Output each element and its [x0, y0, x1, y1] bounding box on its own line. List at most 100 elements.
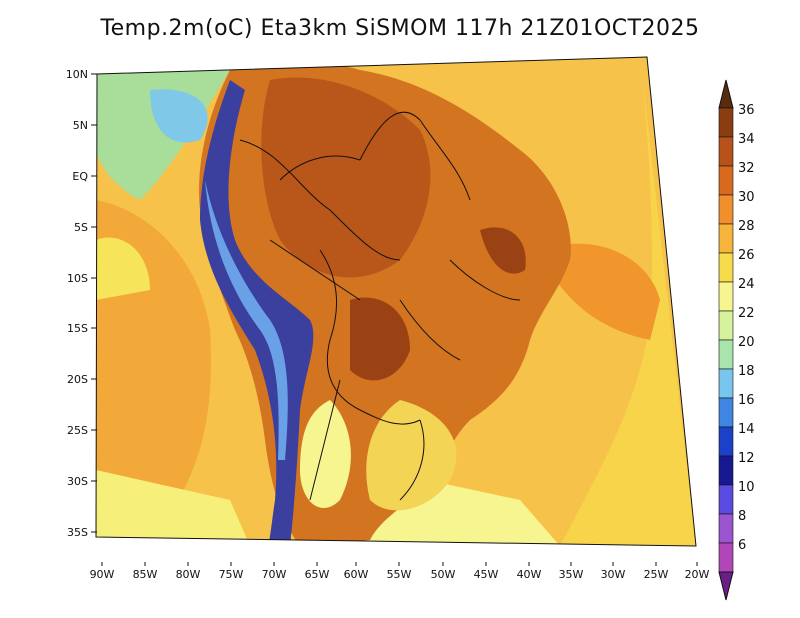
lat-label: 15S	[67, 322, 88, 335]
colorbar-segments	[718, 79, 734, 601]
colorbar-label: 32	[738, 161, 755, 176]
lat-tick: 5N	[73, 119, 97, 132]
lat-tick: 35S	[67, 526, 97, 539]
lon-label: 50W	[431, 568, 456, 581]
lon-label: 45W	[474, 568, 499, 581]
lon-label: 75W	[219, 568, 244, 581]
colorbar-label: 30	[738, 190, 755, 205]
colorbar-label: 34	[738, 132, 755, 147]
lon-label: 80W	[176, 568, 201, 581]
lon-tick: 70W	[262, 562, 287, 581]
colorbar-bottom-arrow	[718, 571, 734, 601]
colorbar-label: 28	[738, 219, 755, 234]
lon-tick: 25W	[644, 562, 669, 581]
colorbar-top-arrow	[718, 79, 734, 109]
ocean-zone-south-pacific	[96, 470, 250, 546]
ocean-zone-west-cool	[96, 237, 150, 300]
lon-label: 40W	[517, 568, 542, 581]
colorbar-label: 20	[738, 335, 755, 350]
lon-tick: 85W	[133, 562, 158, 581]
lon-tick: 65W	[305, 562, 330, 581]
colorbar-label: 26	[738, 248, 755, 263]
colorbar-segment	[718, 281, 734, 312]
lon-label: 30W	[601, 568, 626, 581]
colorbar-labels: 36 34 32 30 28 26 24 22 20 18 16 14 12 1…	[738, 103, 755, 553]
lat-label: 10N	[66, 68, 88, 81]
lon-tick: 30W	[601, 562, 626, 581]
colorbar-segment	[718, 426, 734, 457]
amazon-hot-region	[261, 77, 431, 278]
country-borders	[239, 111, 521, 501]
colorbar-label: 16	[738, 393, 755, 408]
colorbar-segment	[718, 223, 734, 254]
lon-label: 70W	[262, 568, 287, 581]
colorbar-label: 24	[738, 277, 755, 292]
lon-tick: 55W	[387, 562, 412, 581]
lat-label: 25S	[67, 424, 88, 437]
lon-label: 20W	[685, 568, 710, 581]
lon-label: 90W	[90, 568, 115, 581]
colorbar-segment	[718, 107, 734, 138]
lon-tick: 60W	[344, 562, 369, 581]
colorbar-label: 10	[738, 480, 755, 495]
lon-label: 85W	[133, 568, 158, 581]
colorbar-segment	[718, 455, 734, 486]
lon-tick: 50W	[431, 562, 456, 581]
lat-label: 5N	[73, 119, 88, 132]
colorbar-segment	[718, 484, 734, 515]
lon-tick: 90W	[90, 562, 115, 581]
lon-tick: 75W	[219, 562, 244, 581]
colorbar-segment	[718, 542, 734, 573]
pampas-cool-region	[300, 400, 351, 509]
colorbar-label: 8	[738, 509, 746, 524]
lat-tick: 30S	[67, 475, 97, 488]
ocean-zone-pacific-cool	[150, 89, 208, 143]
lon-label: 35W	[559, 568, 584, 581]
colorbar-segment	[718, 513, 734, 544]
lon-tick: 35W	[559, 562, 584, 581]
colorbar-segment	[718, 252, 734, 283]
lon-tick: 80W	[176, 562, 201, 581]
lat-tick: EQ	[72, 170, 97, 183]
colorbar-label: 12	[738, 451, 755, 466]
colorbar-label: 14	[738, 422, 755, 437]
lon-axis: 90W 85W 80W 75W 70W 65W 60W 55W 50W 45W …	[90, 562, 710, 581]
lon-label: 55W	[387, 568, 412, 581]
ocean-zone-atlantic-warm	[540, 243, 660, 340]
lat-tick: 15S	[67, 322, 97, 335]
map-title: Temp.2m(oC) Eta3km SiSMOM 117h 21Z01OCT2…	[100, 16, 700, 41]
lon-tick: 40W	[517, 562, 542, 581]
colorbar-segment	[718, 136, 734, 167]
south-cool-region	[366, 400, 457, 511]
lat-tick: 5S	[74, 221, 97, 234]
colorbar-segment	[718, 194, 734, 225]
colorbar-segment	[718, 397, 734, 428]
lon-tick: 20W	[685, 562, 710, 581]
ocean-warm-zone-east	[560, 57, 696, 546]
lat-tick: 25S	[67, 424, 97, 437]
lat-axis: 10N 5N EQ 5S 10S 15S 20S 25S 30S 35S	[66, 68, 97, 539]
center-west-hot-region	[350, 297, 410, 381]
lat-label: EQ	[72, 170, 88, 183]
andes-cool-fringe	[205, 180, 288, 460]
lon-tick: 45W	[474, 562, 499, 581]
colorbar-segment	[718, 339, 734, 370]
lat-tick: 10N	[66, 68, 97, 81]
colorbar-label: 6	[738, 538, 746, 553]
lat-label: 35S	[67, 526, 88, 539]
lat-tick: 20S	[67, 373, 97, 386]
lon-label: 25W	[644, 568, 669, 581]
colorbar-label: 18	[738, 364, 755, 379]
lat-label: 5S	[74, 221, 88, 234]
map-frame	[95, 56, 697, 547]
colorbar-segment	[718, 368, 734, 399]
lat-label: 10S	[67, 272, 88, 285]
colorbar-segment	[718, 310, 734, 341]
colorbar-segment	[718, 165, 734, 196]
lon-label: 65W	[305, 568, 330, 581]
lat-tick: 10S	[67, 272, 97, 285]
colorbar-label: 22	[738, 306, 755, 321]
map-field	[96, 57, 696, 546]
